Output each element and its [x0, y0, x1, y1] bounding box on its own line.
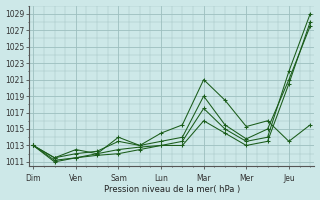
X-axis label: Pression niveau de la mer( hPa ): Pression niveau de la mer( hPa ) [104, 185, 240, 194]
